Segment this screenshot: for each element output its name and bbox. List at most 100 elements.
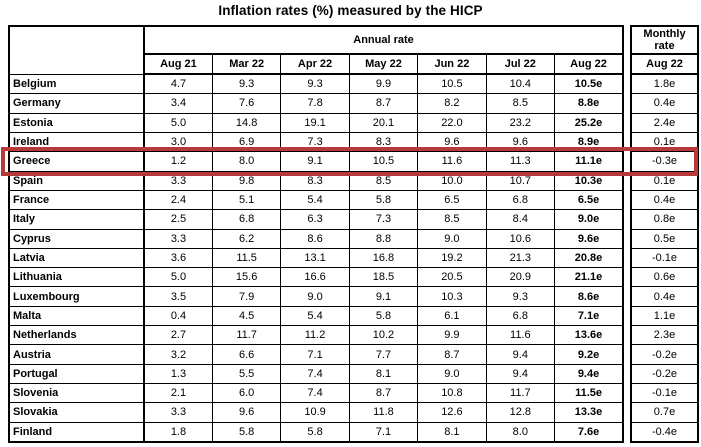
month-header-row: Aug 21 Mar 22 Apr 22 May 22 Jun 22 Jul 2…	[9, 53, 624, 75]
annual-value-cell: 19.1	[280, 112, 350, 133]
annual-value-cell: 6.0	[211, 382, 282, 404]
annual-value-cell: 10.4	[485, 73, 556, 95]
annual-value-cell: 16.8	[348, 247, 419, 269]
annual-value-cell: 15.6	[211, 267, 282, 288]
annual-value-cell: 6.8	[211, 209, 282, 230]
annual-value-cell: 2.1	[143, 382, 213, 404]
monthly-value-cell: 1.8e	[630, 73, 699, 95]
annual-value-cell: 7.3	[348, 209, 419, 230]
monthly-row: 2.4e	[630, 112, 699, 133]
monthly-row: 0.1e	[630, 131, 699, 153]
monthly-value-cell: 0.4e	[630, 189, 699, 211]
annual-value-cell: 8.6e	[554, 286, 624, 307]
country-cell: Italy	[8, 209, 145, 230]
annual-value-cell: 2.7	[143, 325, 213, 346]
monthly-value-cell: 1.1e	[630, 305, 699, 327]
table-row: Finland 1.8 5.8 5.8 7.1 8.1 8.0 7.6e	[8, 421, 624, 443]
annual-value-cell: 3.0	[143, 131, 213, 153]
monthly-value-cell: 0.4e	[630, 286, 699, 307]
annual-value-cell: 8.1	[417, 421, 487, 443]
monthly-rate-header: Monthly rate	[630, 25, 699, 55]
annual-value-cell: 9.3	[211, 73, 282, 95]
annual-value-cell: 5.0	[143, 267, 213, 288]
annual-value-cell: 5.4	[280, 305, 350, 327]
annual-value-cell: 5.8	[211, 421, 282, 443]
monthly-row: 1.8e	[630, 73, 699, 95]
monthly-value-cell: 0.6e	[630, 267, 699, 288]
annual-value-cell: 7.1	[348, 421, 419, 443]
annual-value-cell: 18.5	[348, 267, 419, 288]
country-cell: Germany	[8, 93, 145, 114]
month-header: Aug 22	[630, 53, 699, 75]
monthly-value-cell: 2.4e	[630, 112, 699, 133]
country-cell: Austria	[8, 344, 145, 365]
annual-value-cell: 6.5e	[554, 189, 624, 211]
annual-value-cell: 19.2	[417, 247, 487, 269]
annual-value-cell: 20.8e	[554, 247, 624, 269]
table-row: Slovakia 3.3 9.6 10.9 11.8 12.6 12.8 13.3e	[8, 402, 624, 423]
annual-value-cell: 7.6	[211, 93, 282, 114]
annual-value-cell: 8.2	[417, 93, 487, 114]
monthly-value-cell: -0.1e	[630, 382, 699, 404]
annual-value-cell: 6.1	[417, 305, 487, 327]
annual-value-cell: 6.8	[485, 189, 556, 211]
annual-value-cell: 10.5	[348, 151, 419, 172]
country-cell: Netherlands	[8, 325, 145, 346]
annual-value-cell: 6.8	[485, 305, 556, 327]
annual-value-cell: 9.6	[211, 402, 282, 423]
annual-value-cell: 22.0	[417, 112, 487, 133]
annual-value-cell: 23.2	[485, 112, 556, 133]
annual-value-cell: 14.8	[211, 112, 282, 133]
annual-value-cell: 1.3	[143, 363, 213, 385]
annual-value-cell: 1.2	[143, 151, 213, 172]
annual-value-cell: 5.0	[143, 112, 213, 133]
annual-value-cell: 7.1	[280, 344, 350, 365]
monthly-row: 0.8e	[630, 209, 699, 230]
annual-value-cell: 8.5	[348, 170, 419, 191]
annual-value-cell: 7.9	[211, 286, 282, 307]
country-cell: Lithuania	[8, 267, 145, 288]
annual-value-cell: 7.1e	[554, 305, 624, 327]
annual-value-cell: 11.5	[211, 247, 282, 269]
annual-value-cell: 10.7	[485, 170, 556, 191]
annual-value-cell: 8.0	[211, 151, 282, 172]
annual-value-cell: 20.5	[417, 267, 487, 288]
annual-value-cell: 10.8	[417, 382, 487, 404]
table-row: Italy 2.5 6.8 6.3 7.3 8.5 8.4 9.0e	[8, 209, 624, 230]
annual-value-cell: 11.7	[211, 325, 282, 346]
monthly-value-cell: 0.7e	[630, 402, 699, 423]
month-header: Aug 22	[554, 53, 624, 75]
annual-value-cell: 9.0	[417, 363, 487, 385]
annual-value-cell: 9.6	[417, 131, 487, 153]
table-row: Lithuania 5.0 15.6 16.6 18.5 20.5 20.9 21.1e	[8, 267, 624, 288]
table-row: Germany 3.4 7.6 7.8 8.7 8.2 8.5 8.8e	[8, 93, 624, 114]
annual-value-cell: 9.2e	[554, 344, 624, 365]
annual-value-cell: 9.3	[485, 286, 556, 307]
annual-value-cell: 21.3	[485, 247, 556, 269]
monthly-row: 0.4e	[630, 286, 699, 307]
annual-value-cell: 11.5e	[554, 382, 624, 404]
monthly-value-cell: 0.1e	[630, 170, 699, 191]
annual-value-cell: 7.7	[348, 344, 419, 365]
annual-value-cell: 8.5	[417, 209, 487, 230]
country-cell: Luxembourg	[8, 286, 145, 307]
annual-value-cell: 8.8	[348, 228, 419, 249]
annual-header-row: Annual rate	[8, 25, 624, 75]
table-row: Austria 3.2 6.6 7.1 7.7 8.7 9.4 9.2e	[8, 344, 624, 365]
monthly-row: -0.3e	[630, 151, 699, 172]
annual-value-cell: 3.3	[143, 402, 213, 423]
monthly-value-cell: -0.2e	[630, 344, 699, 365]
annual-value-cell: 8.8e	[554, 93, 624, 114]
annual-value-cell: 7.6e	[554, 421, 624, 443]
annual-rate-header: Annual rate	[143, 25, 624, 55]
annual-value-cell: 7.8	[280, 93, 350, 114]
table-row: Belgium 4.7 9.3 9.3 9.9 10.5 10.4 10.5e	[8, 73, 624, 95]
table-row: Luxembourg 3.5 7.9 9.0 9.1 10.3 9.3 8.6e	[8, 286, 624, 307]
annual-value-cell: 12.8	[485, 402, 556, 423]
country-cell: Greece	[8, 151, 145, 172]
annual-value-cell: 11.6	[485, 325, 556, 346]
monthly-table-body: 1.8e 0.4e 2.4e 0.1e -0.3e 0.1e 0.4e 0.8e 0.5e -0.…	[630, 73, 699, 443]
monthly-value-cell: 2.3e	[630, 325, 699, 346]
annual-value-cell: 8.3	[280, 170, 350, 191]
monthly-row: -0.1e	[630, 247, 699, 269]
